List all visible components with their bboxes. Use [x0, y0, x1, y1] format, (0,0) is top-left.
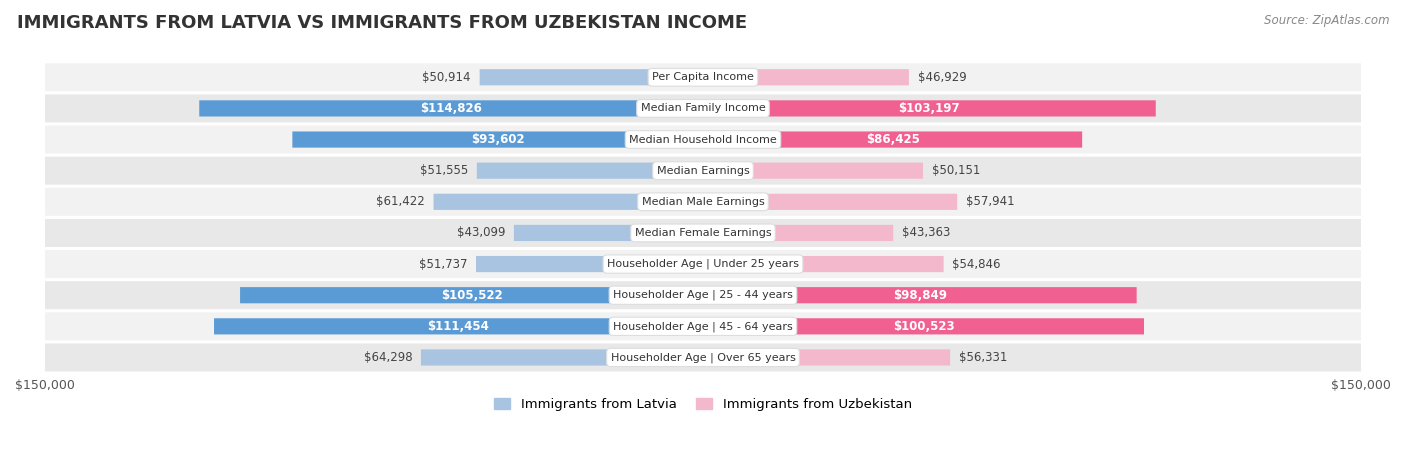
Text: $43,363: $43,363: [903, 226, 950, 240]
FancyBboxPatch shape: [45, 63, 1361, 91]
FancyBboxPatch shape: [240, 287, 703, 303]
FancyBboxPatch shape: [703, 225, 893, 241]
Text: Householder Age | 25 - 44 years: Householder Age | 25 - 44 years: [613, 290, 793, 300]
FancyBboxPatch shape: [703, 69, 908, 85]
Text: $105,522: $105,522: [440, 289, 502, 302]
Text: $64,298: $64,298: [364, 351, 412, 364]
FancyBboxPatch shape: [45, 219, 1361, 247]
Text: $103,197: $103,197: [898, 102, 960, 115]
FancyBboxPatch shape: [45, 281, 1361, 309]
Text: $51,737: $51,737: [419, 258, 467, 270]
Text: Householder Age | 45 - 64 years: Householder Age | 45 - 64 years: [613, 321, 793, 332]
Text: $56,331: $56,331: [959, 351, 1007, 364]
Text: Householder Age | Under 25 years: Householder Age | Under 25 years: [607, 259, 799, 269]
Text: $114,826: $114,826: [420, 102, 482, 115]
Text: Per Capita Income: Per Capita Income: [652, 72, 754, 82]
FancyBboxPatch shape: [479, 69, 703, 85]
Text: $86,425: $86,425: [866, 133, 920, 146]
FancyBboxPatch shape: [200, 100, 703, 116]
Text: $51,555: $51,555: [420, 164, 468, 177]
FancyBboxPatch shape: [420, 349, 703, 366]
FancyBboxPatch shape: [45, 188, 1361, 216]
FancyBboxPatch shape: [45, 126, 1361, 154]
Text: $93,602: $93,602: [471, 133, 524, 146]
FancyBboxPatch shape: [45, 250, 1361, 278]
FancyBboxPatch shape: [45, 343, 1361, 371]
Text: Householder Age | Over 65 years: Householder Age | Over 65 years: [610, 352, 796, 363]
Text: $111,454: $111,454: [427, 320, 489, 333]
Text: $46,929: $46,929: [918, 71, 966, 84]
FancyBboxPatch shape: [45, 156, 1361, 184]
FancyBboxPatch shape: [477, 163, 703, 179]
FancyBboxPatch shape: [703, 100, 1156, 116]
Text: $61,422: $61,422: [375, 195, 425, 208]
Text: $98,849: $98,849: [893, 289, 946, 302]
Text: Median Family Income: Median Family Income: [641, 103, 765, 113]
FancyBboxPatch shape: [703, 318, 1144, 334]
Text: Median Female Earnings: Median Female Earnings: [634, 228, 772, 238]
Text: Median Earnings: Median Earnings: [657, 166, 749, 176]
FancyBboxPatch shape: [433, 194, 703, 210]
Text: IMMIGRANTS FROM LATVIA VS IMMIGRANTS FROM UZBEKISTAN INCOME: IMMIGRANTS FROM LATVIA VS IMMIGRANTS FRO…: [17, 14, 747, 32]
FancyBboxPatch shape: [477, 256, 703, 272]
Text: Median Male Earnings: Median Male Earnings: [641, 197, 765, 207]
Text: Median Household Income: Median Household Income: [628, 134, 778, 144]
Text: $43,099: $43,099: [457, 226, 505, 240]
Text: $57,941: $57,941: [966, 195, 1015, 208]
FancyBboxPatch shape: [515, 225, 703, 241]
FancyBboxPatch shape: [292, 131, 703, 148]
FancyBboxPatch shape: [45, 94, 1361, 122]
Text: $54,846: $54,846: [952, 258, 1001, 270]
Text: $100,523: $100,523: [893, 320, 955, 333]
FancyBboxPatch shape: [703, 163, 922, 179]
FancyBboxPatch shape: [703, 349, 950, 366]
FancyBboxPatch shape: [45, 312, 1361, 340]
Legend: Immigrants from Latvia, Immigrants from Uzbekistan: Immigrants from Latvia, Immigrants from …: [489, 392, 917, 416]
FancyBboxPatch shape: [703, 194, 957, 210]
FancyBboxPatch shape: [703, 131, 1083, 148]
Text: $50,914: $50,914: [422, 71, 471, 84]
Text: Source: ZipAtlas.com: Source: ZipAtlas.com: [1264, 14, 1389, 27]
FancyBboxPatch shape: [214, 318, 703, 334]
FancyBboxPatch shape: [703, 256, 943, 272]
FancyBboxPatch shape: [703, 287, 1136, 303]
Text: $50,151: $50,151: [932, 164, 980, 177]
